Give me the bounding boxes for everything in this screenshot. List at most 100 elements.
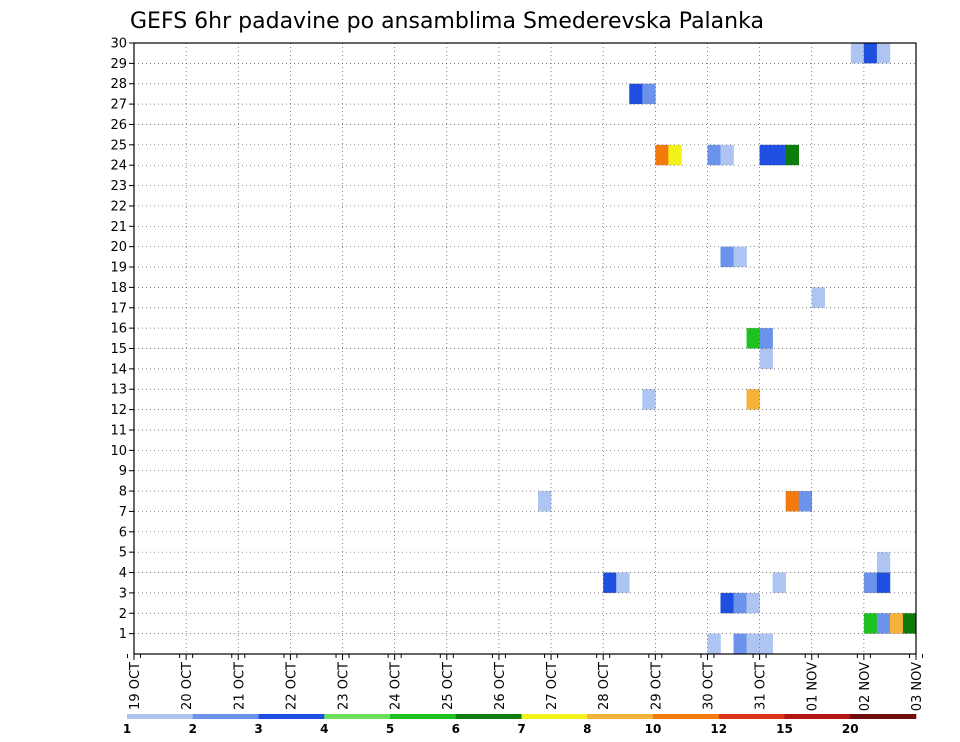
legend-swatch	[521, 714, 588, 719]
precip-cell	[603, 572, 617, 593]
precip-cell	[889, 613, 904, 634]
x-tick-label: 02 NOV	[858, 662, 873, 711]
x-tick-label: 27 OCT	[545, 662, 560, 710]
y-tick-label: 23	[110, 179, 127, 194]
y-tick-label: 30	[110, 37, 127, 52]
legend-label: 1	[123, 722, 131, 736]
precip-cell	[720, 144, 734, 166]
grid-layer	[134, 42, 916, 654]
precip-cell	[759, 633, 773, 654]
precip-cell	[642, 389, 656, 410]
y-tick-label: 22	[110, 199, 127, 214]
legend-swatch	[718, 714, 785, 719]
precip-cell	[642, 83, 656, 105]
precip-cell	[759, 348, 773, 369]
x-axis: 19 OCT 20 OCT 21 OCT 22 OCT 23 OCT 24 OCT 25 O…	[127, 654, 925, 711]
x-tick-label: 21 OCT	[232, 662, 247, 710]
y-tick-label: 2	[119, 607, 127, 622]
legend-label: 5	[386, 722, 394, 736]
y-tick-label: 4	[119, 566, 127, 581]
x-tick-label: 28 OCT	[597, 662, 612, 710]
precip-cell	[785, 491, 799, 512]
precip-cell	[707, 633, 721, 654]
x-tick-label: 30 OCT	[701, 662, 716, 710]
precip-cell	[863, 43, 878, 64]
y-tick-label: 13	[110, 383, 127, 398]
precip-cell	[902, 613, 917, 634]
y-tick-label: 15	[110, 342, 127, 357]
precip-cell	[863, 613, 878, 634]
legend-label: 20	[842, 722, 859, 736]
precip-cell	[733, 592, 747, 614]
chart-title: GEFS 6hr padavine po ansamblima Smederev…	[130, 9, 764, 34]
legend-swatch	[587, 714, 654, 719]
precip-cell	[772, 572, 786, 593]
legend-label: 15	[776, 722, 793, 736]
precip-cell	[668, 144, 682, 166]
precip-cell	[876, 552, 891, 573]
y-tick-label: 26	[110, 118, 127, 133]
y-axis: 1234567891011121314151617181920212223242…	[110, 37, 134, 642]
precip-cell	[720, 246, 734, 268]
precip-cell	[746, 592, 760, 614]
legend-swatch	[192, 714, 259, 719]
precip-cell	[876, 613, 891, 634]
precip-cell	[811, 287, 826, 308]
precip-cell	[538, 491, 552, 512]
cells-layer	[538, 43, 917, 654]
precip-cell	[850, 43, 865, 64]
x-tick-label: 31 OCT	[754, 662, 769, 710]
precip-cell	[746, 328, 760, 349]
y-tick-label: 27	[110, 98, 127, 113]
legend-label: 2	[189, 722, 197, 736]
legend: 1 2 3 4 5 6 7 8 10 12 15 20	[123, 714, 917, 736]
x-tick-label: 29 OCT	[649, 662, 664, 710]
y-tick-label: 5	[119, 546, 127, 561]
legend-swatch	[653, 714, 720, 719]
y-tick-label: 21	[110, 220, 127, 235]
y-tick-label: 19	[110, 261, 127, 276]
precip-cell	[772, 144, 786, 166]
x-tick-label: 19 OCT	[128, 662, 143, 710]
y-tick-label: 16	[110, 322, 127, 337]
y-tick-label: 28	[110, 77, 127, 92]
x-tick-label: 25 OCT	[441, 662, 456, 710]
legend-label: 6	[452, 722, 460, 736]
precip-cell	[876, 43, 891, 64]
y-tick-label: 1	[119, 627, 127, 642]
x-tick-label: 03 NOV	[910, 662, 925, 711]
legend-label: 7	[517, 722, 525, 736]
precip-cell	[629, 83, 643, 105]
y-tick-label: 18	[110, 281, 127, 296]
y-tick-label: 7	[119, 505, 127, 520]
y-tick-label: 11	[110, 423, 127, 438]
y-tick-label: 20	[110, 240, 127, 255]
legend-swatch	[850, 714, 917, 719]
y-tick-label: 10	[110, 444, 127, 459]
y-tick-label: 24	[110, 159, 127, 174]
precip-cell	[655, 144, 669, 166]
y-tick-label: 25	[110, 138, 127, 153]
y-tick-label: 29	[110, 57, 127, 72]
legend-label: 10	[645, 722, 662, 736]
x-tick-label: 24 OCT	[389, 662, 404, 710]
x-tick-label: 23 OCT	[337, 662, 352, 710]
precip-cell	[798, 491, 813, 512]
legend-label: 8	[583, 722, 591, 736]
legend-label: 12	[710, 722, 727, 736]
x-tick-label: 22 OCT	[284, 662, 299, 710]
y-tick-label: 12	[110, 403, 127, 418]
x-tick-label: 01 NOV	[806, 662, 821, 711]
legend-swatch	[127, 714, 194, 719]
legend-swatch	[784, 714, 851, 719]
precip-cell	[733, 633, 747, 654]
precip-cell	[707, 144, 721, 166]
legend-swatch	[258, 714, 325, 719]
y-tick-label: 14	[110, 362, 127, 377]
precip-cell	[746, 389, 760, 410]
x-tick-label: 20 OCT	[180, 662, 195, 710]
precip-cell	[785, 144, 799, 166]
precip-cell	[876, 572, 891, 593]
x-tick-label: 26 OCT	[493, 662, 508, 710]
